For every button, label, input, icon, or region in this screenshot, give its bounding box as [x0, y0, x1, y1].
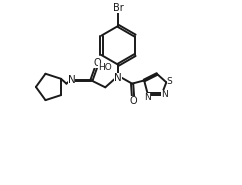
Text: N: N — [161, 90, 168, 99]
Text: O: O — [93, 58, 101, 68]
Text: N: N — [144, 93, 151, 102]
Text: O: O — [129, 96, 137, 106]
Text: S: S — [167, 77, 173, 86]
Text: N: N — [114, 73, 122, 83]
Text: N: N — [68, 75, 76, 85]
Text: HO: HO — [98, 63, 112, 72]
Text: Br: Br — [113, 3, 124, 13]
